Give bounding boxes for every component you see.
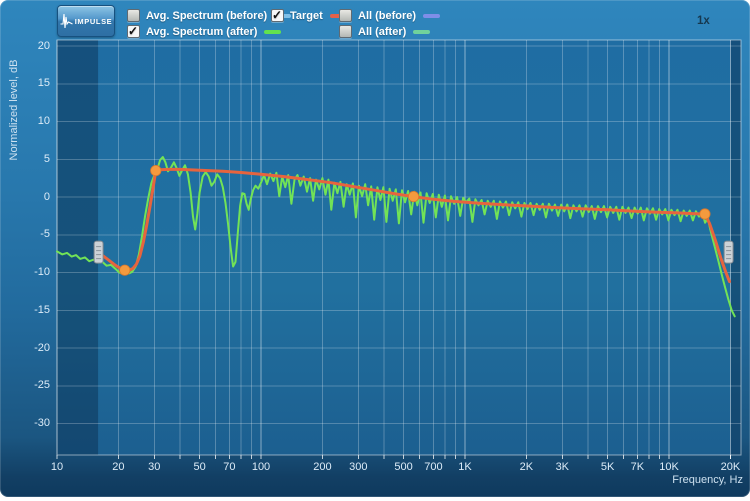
legend-item-avg-spectrum-after: Avg. Spectrum (after) [127, 24, 282, 38]
y-tick-label: -20 [34, 341, 50, 354]
plot-area[interactable] [57, 40, 741, 455]
x-tick-label: 20K [720, 461, 741, 473]
y-tick-label: -10 [34, 266, 50, 278]
x-axis-title: Frequency, Hz [672, 474, 743, 486]
y-tick-label: 15 [37, 77, 50, 90]
x-tick-label: 700 [424, 461, 443, 473]
gridlines [56, 39, 742, 459]
y-tick-label: -30 [34, 417, 50, 429]
impulse-button-label: IMPULSE [74, 16, 113, 26]
y-tick-label: -25 [34, 379, 50, 392]
legend-label: Target [290, 9, 323, 22]
y-tick-label: 0 [43, 190, 50, 203]
legend-line-swatch [413, 29, 431, 34]
range-handle-left[interactable] [93, 240, 104, 264]
checkbox-avg-spectrum-after[interactable] [127, 24, 140, 38]
zoom-level-indicator[interactable]: 1x [697, 15, 710, 27]
x-tick-label: 10K [659, 461, 679, 473]
legend-item-target: Target [271, 8, 347, 22]
y-tick-label: 20 [37, 41, 50, 52]
impulse-button[interactable]: IMPULSE [57, 5, 115, 37]
x-tick-label: 500 [394, 461, 413, 473]
plot-frame [56, 39, 742, 456]
checkbox-avg-spectrum-before[interactable] [127, 9, 140, 22]
x-tick-label: 1K [458, 461, 472, 473]
checkbox-target[interactable] [271, 8, 284, 22]
x-tick-label: 10 [50, 461, 64, 473]
x-tick-label: 100 [251, 461, 271, 473]
x-tick-label: 7K [630, 461, 645, 473]
legend-item-all-before: All (before) [339, 9, 441, 22]
target-control-point[interactable] [119, 264, 131, 276]
impulse-waveform-icon [60, 13, 73, 29]
y-tick-label: -15 [34, 303, 50, 316]
legend-label: Avg. Spectrum (after) [146, 25, 258, 38]
legend-item-all-after: All (after) [339, 25, 431, 38]
y-tick-label: 5 [43, 152, 50, 165]
y-tick-label: 10 [37, 115, 50, 127]
x-tick-label: 200 [313, 461, 332, 473]
x-tick-label: 70 [223, 461, 236, 473]
disabled-range-band-right [730, 40, 741, 455]
target-control-point[interactable] [407, 191, 420, 203]
x-tick-label: 20 [112, 461, 125, 473]
target-curve[interactable] [96, 167, 731, 284]
x-tick-label: 30 [148, 461, 161, 473]
avg-spectrum-after-curve [56, 156, 736, 318]
checkbox-all-before[interactable] [339, 9, 352, 22]
y-axis-tick-labels: 20 15 10 5 0 -5 -10 -15 -20 -25 -30 [0, 41, 53, 459]
legend-label: All (before) [358, 9, 417, 22]
x-tick-label: 50 [193, 461, 206, 473]
x-tick-label: 300 [349, 461, 368, 473]
checkbox-all-after[interactable] [339, 25, 352, 38]
range-handle-right[interactable] [723, 240, 734, 264]
disabled-range-band-left [57, 40, 99, 455]
target-control-point[interactable] [150, 165, 162, 177]
legend-item-avg-spectrum-before: Avg. Spectrum (before) [127, 9, 292, 22]
legend-line-swatch [329, 13, 347, 18]
target-control-point[interactable] [699, 208, 711, 220]
x-tick-label: 3K [555, 461, 570, 473]
legend-label: Avg. Spectrum (before) [146, 9, 268, 22]
legend-label: All (after) [358, 25, 407, 38]
x-tick-label: 2K [519, 461, 534, 473]
legend-line-swatch [264, 29, 282, 34]
y-tick-label: -5 [40, 228, 50, 241]
x-tick-label: 5K [600, 461, 615, 473]
legend-line-swatch [423, 13, 441, 18]
